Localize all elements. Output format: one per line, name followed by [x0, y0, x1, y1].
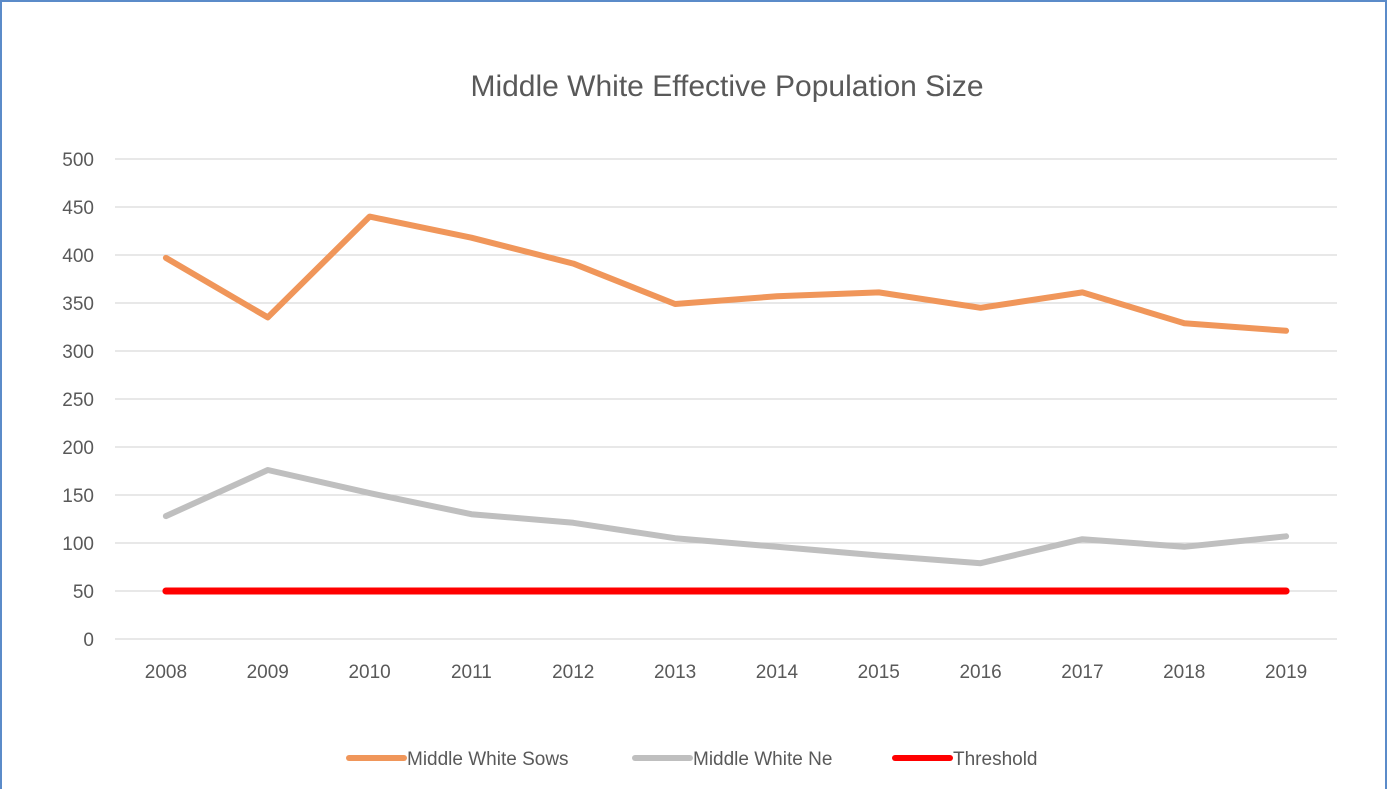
x-tick-label: 2014 — [756, 662, 799, 683]
x-tick-label: 2010 — [348, 662, 390, 683]
y-tick-label: 100 — [62, 534, 94, 555]
x-tick-label: 2017 — [1061, 662, 1103, 683]
y-tick-label: 300 — [62, 342, 94, 363]
series-line-middle-white-sows — [166, 217, 1286, 331]
x-tick-label: 2009 — [247, 662, 289, 683]
x-tick-label: 2012 — [552, 662, 594, 683]
y-axis-ticks: 0 50 100 150 200 250 300 350 400 450 500 — [62, 150, 94, 651]
x-tick-label: 2016 — [959, 662, 1001, 683]
x-tick-label: 2013 — [654, 662, 696, 683]
legend-label: Middle White Ne — [693, 749, 832, 770]
gridlines — [115, 159, 1337, 639]
y-tick-label: 400 — [62, 246, 94, 267]
x-tick-label: 2018 — [1163, 662, 1205, 683]
legend-label: Threshold — [953, 749, 1038, 770]
chart-title: Middle White Effective Population Size — [470, 70, 983, 103]
x-tick-label: 2019 — [1265, 662, 1307, 683]
x-tick-label: 2015 — [858, 662, 900, 683]
y-tick-label: 200 — [62, 438, 94, 459]
y-tick-label: 50 — [73, 582, 94, 603]
y-tick-label: 450 — [62, 198, 94, 219]
y-tick-label: 350 — [62, 294, 94, 315]
y-tick-label: 0 — [83, 630, 94, 651]
legend: Middle White Sows Middle White Ne Threshol… — [349, 749, 1038, 770]
x-axis-ticks: 2008 2009 2010 2011 2012 2013 2014 2015 2016 2017… — [145, 662, 1307, 683]
x-tick-label: 2008 — [145, 662, 187, 683]
series-line-middle-white-ne — [166, 470, 1286, 563]
x-tick-label: 2011 — [451, 662, 492, 683]
series-group — [166, 217, 1286, 592]
y-tick-label: 250 — [62, 390, 94, 411]
legend-label: Middle White Sows — [407, 749, 569, 770]
y-tick-label: 150 — [62, 486, 94, 507]
y-tick-label: 500 — [62, 150, 94, 171]
